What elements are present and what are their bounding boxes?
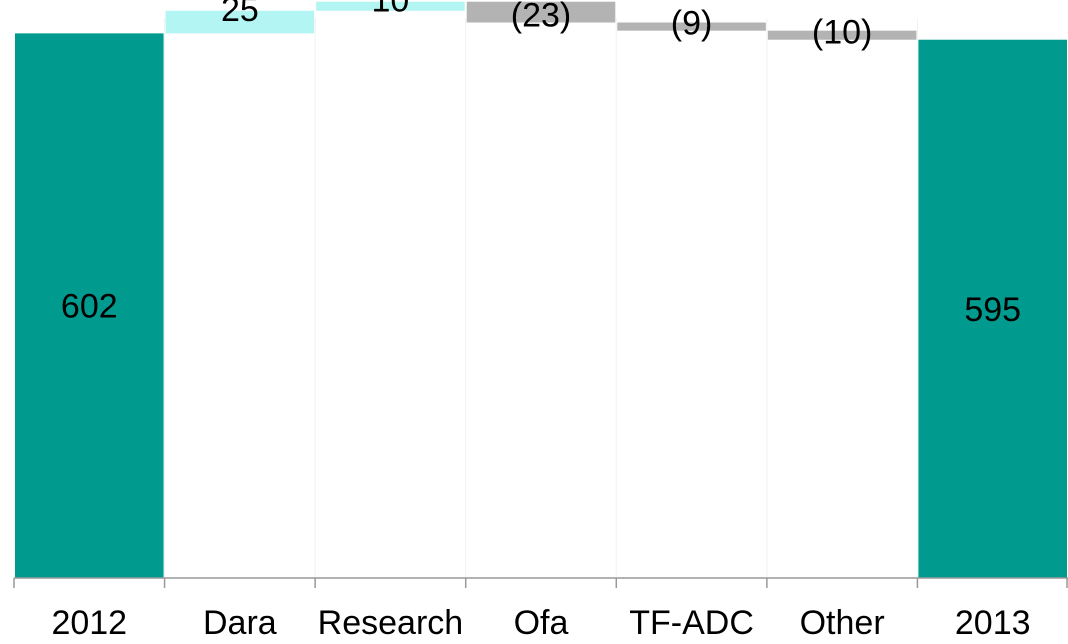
value-label-research: 10 bbox=[372, 0, 410, 20]
bar-2013 bbox=[918, 39, 1067, 578]
bar-2012 bbox=[15, 33, 164, 579]
column-dividers bbox=[164, 18, 918, 578]
tick-label-2013: 2013 bbox=[955, 604, 1031, 642]
bars-layer bbox=[15, 1, 1067, 579]
value-label-other: (10) bbox=[812, 14, 872, 52]
bar-ofa bbox=[466, 1, 616, 23]
bar-research bbox=[316, 1, 465, 11]
value-labels-layer: 602 25 10 (23) (9) (10) 595 bbox=[61, 0, 1021, 329]
tick-label-other: Other bbox=[800, 604, 885, 642]
tick-label-dara: Dara bbox=[203, 604, 277, 642]
value-label-ofa: (23) bbox=[511, 0, 571, 35]
x-axis bbox=[13, 577, 1068, 588]
bar-tf-adc bbox=[617, 22, 766, 31]
tick-label-ofa: Ofa bbox=[514, 604, 569, 642]
value-label-tf-adc: (9) bbox=[671, 5, 713, 43]
bar-dara bbox=[165, 10, 315, 34]
bar-other bbox=[767, 30, 917, 40]
value-label-2013: 595 bbox=[964, 291, 1021, 329]
tick-label-research: Research bbox=[318, 604, 464, 642]
tick-label-2012: 2012 bbox=[51, 604, 127, 642]
x-tick-labels: 2012 Dara Research Ofa TF-ADC Other 2013 bbox=[51, 604, 1030, 642]
value-label-dara: 25 bbox=[221, 0, 259, 29]
value-label-2012: 602 bbox=[61, 288, 118, 326]
tick-label-tf-adc: TF-ADC bbox=[629, 604, 754, 642]
